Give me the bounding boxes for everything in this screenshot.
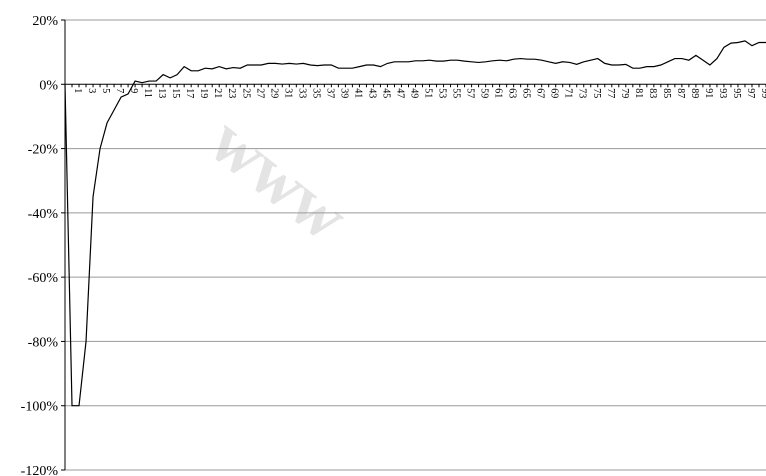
y-tick-label: -40%	[28, 207, 59, 222]
x-tick-label: 73	[577, 88, 588, 98]
x-tick-label: 47	[394, 88, 405, 98]
x-tick-label: 57	[465, 88, 476, 98]
y-tick-label: 0%	[39, 78, 58, 93]
x-tick-label: 75	[591, 88, 602, 98]
x-tick-label: 93	[717, 88, 728, 98]
x-tick-label: 9	[128, 88, 139, 93]
x-tick-label: 27	[254, 88, 265, 98]
watermark-text: www	[195, 102, 362, 256]
x-tick-label: 85	[661, 88, 672, 98]
x-tick-label: 81	[633, 88, 644, 98]
y-tick-label: 20%	[32, 14, 58, 29]
x-tick-label: 3	[86, 88, 97, 93]
x-tick-label: 97	[745, 88, 756, 98]
x-tick-label: 83	[647, 88, 658, 98]
x-tick-label: 53	[437, 88, 448, 98]
x-tick-label: 31	[282, 88, 293, 98]
x-tick-label: 5	[100, 88, 111, 93]
x-tick-label: 23	[226, 88, 237, 98]
x-tick-label: 71	[563, 88, 574, 98]
x-tick-label: 45	[380, 88, 391, 98]
x-tick-label: 43	[366, 88, 377, 98]
y-tick-label: -120%	[21, 464, 59, 476]
y-tick-label: -20%	[28, 143, 59, 158]
series-layer	[64, 40, 766, 407]
gridlines	[65, 19, 766, 471]
x-tick-label: 1	[72, 88, 83, 93]
x-tick-label: 33	[296, 88, 307, 98]
x-tick-label: 15	[170, 88, 181, 98]
y-tick-label: -100%	[21, 400, 59, 415]
x-tick-label: 67	[535, 88, 546, 98]
y-tick-label: -80%	[28, 335, 59, 350]
x-tick-label: 79	[619, 88, 630, 98]
series-line	[64, 40, 766, 407]
x-tick-label: 25	[240, 88, 251, 98]
x-tick-label: 7	[114, 88, 125, 93]
x-tick-label: 87	[675, 88, 686, 98]
x-tick-label: 59	[479, 88, 490, 98]
x-tick-label: 55	[451, 88, 462, 98]
x-tick-label: 99	[759, 88, 766, 98]
x-tick-label: 61	[493, 88, 504, 98]
x-tick-label: 89	[689, 88, 700, 98]
x-tick-label: 29	[268, 88, 279, 98]
x-tick-label: 37	[324, 88, 335, 98]
y-tick-label: -60%	[28, 271, 59, 286]
x-tick-label: 51	[423, 88, 434, 98]
x-tick-label: 49	[408, 88, 419, 98]
x-tick-label: 35	[310, 88, 321, 98]
x-tick-label: 91	[703, 88, 714, 98]
x-axis-tick-labels: 1 3 5 7 9 11 13 15 17 19 21 23 25 27 29 31 33 35 37 39 41 43 4…	[72, 88, 766, 98]
x-tick-label: 65	[521, 88, 532, 98]
x-tick-label: 41	[352, 88, 363, 98]
x-tick-label: 19	[198, 88, 209, 98]
x-tick-label: 63	[507, 88, 518, 98]
x-tick-label: 11	[142, 88, 153, 98]
x-tick-label: 95	[731, 88, 742, 98]
x-tick-label: 13	[156, 88, 167, 98]
x-tick-label: 77	[605, 88, 616, 98]
y-axis-tick-labels: 20% 0% -20% -40% -60% -80% -100% -120%	[21, 14, 59, 476]
x-tick-label: 39	[338, 88, 349, 98]
x-tick-label: 21	[212, 88, 223, 98]
x-tick-label: 17	[184, 88, 195, 98]
x-tick-label: 69	[549, 88, 560, 98]
